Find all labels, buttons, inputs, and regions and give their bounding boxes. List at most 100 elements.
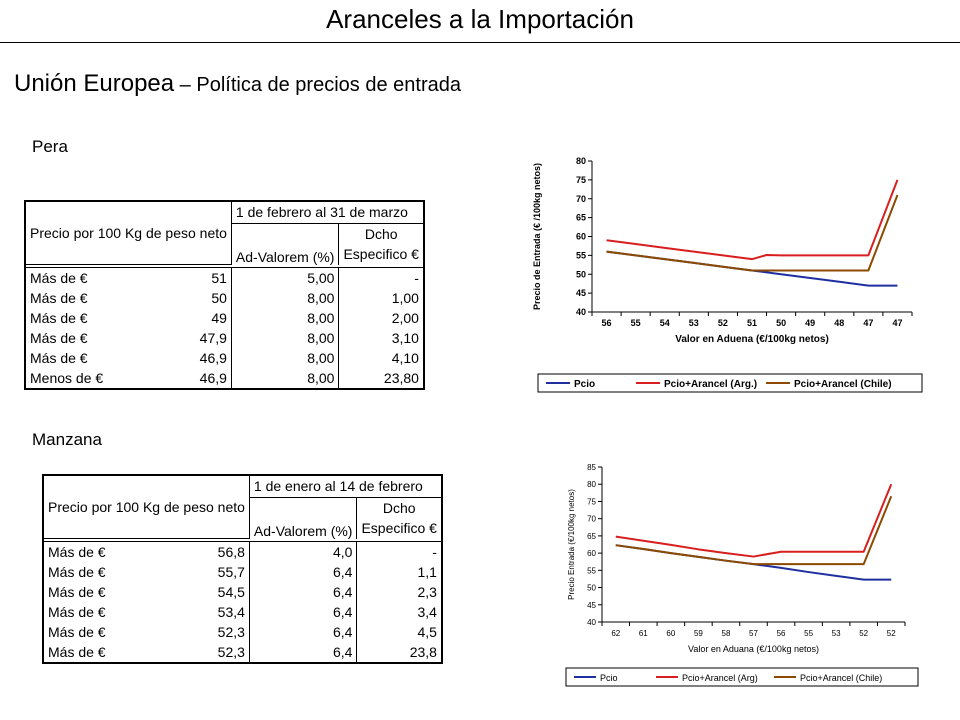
row-label: Más de € xyxy=(30,330,88,346)
row-ad-valorem: 8,00 xyxy=(231,328,340,348)
x-tick-label: 52 xyxy=(859,629,868,638)
row-price: 46,9 xyxy=(168,348,232,368)
legend-label: Pcio+Arancel (Chile) xyxy=(794,379,892,390)
row-dcho: 23,8 xyxy=(409,644,437,660)
y-tick-label: 75 xyxy=(576,175,586,185)
row-price: 47,9 xyxy=(168,328,232,348)
row-label: Más de € xyxy=(48,544,106,560)
legend-label: Pcio+Arancel (Chile) xyxy=(800,673,882,683)
legend-box xyxy=(537,373,923,393)
y-tick-label: 60 xyxy=(576,232,586,242)
y-tick-label: 70 xyxy=(587,515,596,524)
x-tick-label: 50 xyxy=(776,318,786,328)
legend-box xyxy=(565,667,919,687)
y-tick-label: 65 xyxy=(576,213,586,223)
manzana-price-chart: 40 45 50 55 60 65 70 75 80 85 62 61 60 59 58 57 56 55 53 52… xyxy=(565,463,919,687)
manzana-label: Manzana xyxy=(32,430,102,449)
row-label: Más de € xyxy=(48,604,106,620)
y-tick-label: 50 xyxy=(587,584,596,593)
subtitle-main: Unión Europea xyxy=(14,70,175,97)
x-tick-label: 55 xyxy=(804,629,813,638)
y-tick-label: 55 xyxy=(587,566,596,575)
series-line xyxy=(606,179,899,261)
x-tick-label: 48 xyxy=(834,318,844,328)
y-axis-title: Precio de Entrada (€ /100kg netos) xyxy=(532,163,542,310)
y-tick-label: 45 xyxy=(587,601,596,610)
row-label: Más de € xyxy=(30,290,88,306)
row-ad-valorem: 8,00 xyxy=(231,308,340,328)
row-price: 49 xyxy=(168,308,232,328)
row-ad-valorem: 8,00 xyxy=(231,368,340,389)
row-price: 51 xyxy=(168,267,232,288)
legend-label: Pcio xyxy=(574,379,595,390)
title-divider xyxy=(0,42,960,43)
row-label: Más de € xyxy=(48,564,106,580)
row-label: Más de € xyxy=(30,270,88,286)
x-tick-label: 60 xyxy=(666,629,675,638)
table-row: Más de € 49 8,00 2,00 xyxy=(25,308,424,328)
x-axis-title: Valor en Aduana (€/100kg netos) xyxy=(688,644,819,654)
row-ad-valorem: 4,0 xyxy=(249,541,358,562)
x-tick-label: 53 xyxy=(689,318,699,328)
x-tick-label: 56 xyxy=(602,318,612,328)
row-dcho: 3,10 xyxy=(391,330,419,346)
legend-label: Pcio+Arancel (Arg.) xyxy=(664,379,757,390)
row-ad-valorem: 6,4 xyxy=(249,582,358,602)
subtitle-rest: – Política de precios de entrada xyxy=(174,74,461,96)
row-price: 55,7 xyxy=(177,562,250,582)
page-subtitle: Unión Europea – Política de precios de e… xyxy=(14,70,461,98)
y-tick-label: 80 xyxy=(587,480,596,489)
row-label: Más de € xyxy=(48,644,106,660)
table-row: Más de € 54,5 6,4 2,3 xyxy=(43,582,442,602)
pera-label: Pera xyxy=(32,137,68,156)
series-line xyxy=(615,483,893,558)
y-tick-label: 70 xyxy=(576,194,586,204)
manzana-price-header: Precio por 100 Kg de peso neto xyxy=(43,475,250,539)
row-dcho: 4,5 xyxy=(417,624,437,640)
manzana-tariff-table: Precio por 100 Kg de peso neto 1 de ener… xyxy=(42,474,443,664)
manzana-ad-valorem-header: Ad-Valorem (%) xyxy=(249,497,358,539)
row-dcho: - xyxy=(414,270,419,286)
row-dcho: - xyxy=(432,544,437,560)
row-price: 52,3 xyxy=(177,622,250,642)
row-ad-valorem: 8,00 xyxy=(231,348,340,368)
row-dcho: 3,4 xyxy=(417,604,437,620)
legend-label: Pcio xyxy=(600,673,618,683)
legend-label: Pcio+Arancel (Arg) xyxy=(682,673,758,683)
y-tick-label: 55 xyxy=(576,250,586,260)
row-dcho: 1,00 xyxy=(391,290,419,306)
row-ad-valorem: 8,00 xyxy=(231,288,340,308)
pera-price-chart: 40 45 50 55 60 65 70 75 80 56 55 54 53 52 51 50 49 48 47 47… xyxy=(532,156,923,393)
manzana-dcho-header-1: Dcho xyxy=(382,499,416,516)
x-tick-label: 47 xyxy=(863,318,873,328)
x-tick-label: 55 xyxy=(631,318,641,328)
row-label: Más de € xyxy=(48,584,106,600)
y-tick-label: 45 xyxy=(576,288,586,298)
row-label: Más de € xyxy=(48,624,106,640)
x-tick-label: 61 xyxy=(639,629,648,638)
x-tick-label: 56 xyxy=(777,629,786,638)
pera-ad-valorem-header: Ad-Valorem (%) xyxy=(231,223,340,265)
pera-dcho-header: Dcho Especifico € xyxy=(339,223,424,264)
x-axis-title: Valor en Aduena (€/100kg netos) xyxy=(675,334,829,345)
row-dcho: 23,80 xyxy=(383,370,419,386)
row-price: 53,4 xyxy=(177,602,250,622)
row-dcho: 1,1 xyxy=(417,564,437,580)
row-dcho: 2,00 xyxy=(391,310,419,326)
table-row: Más de € 55,7 6,4 1,1 xyxy=(43,562,442,582)
pera-tariff-table: Precio por 100 Kg de peso neto 1 de febr… xyxy=(24,200,425,390)
y-tick-label: 80 xyxy=(576,156,586,166)
pera-price-header: Precio por 100 Kg de peso neto xyxy=(25,201,232,265)
row-price: 50 xyxy=(168,288,232,308)
table-row: Más de € 52,3 6,4 23,8 xyxy=(43,642,442,663)
row-ad-valorem: 6,4 xyxy=(249,562,358,582)
pera-dcho-header-1: Dcho xyxy=(364,225,398,242)
pera-dcho-header-2: Especifico € xyxy=(343,245,419,262)
series-line xyxy=(606,194,899,272)
row-ad-valorem: 6,4 xyxy=(249,642,358,663)
row-price: 54,5 xyxy=(177,582,250,602)
row-price: 46,9 xyxy=(168,368,232,389)
x-tick-label: 58 xyxy=(722,629,731,638)
table-row: Más de € 47,9 8,00 3,10 xyxy=(25,328,424,348)
page-title: Aranceles a la Importación xyxy=(326,4,634,34)
